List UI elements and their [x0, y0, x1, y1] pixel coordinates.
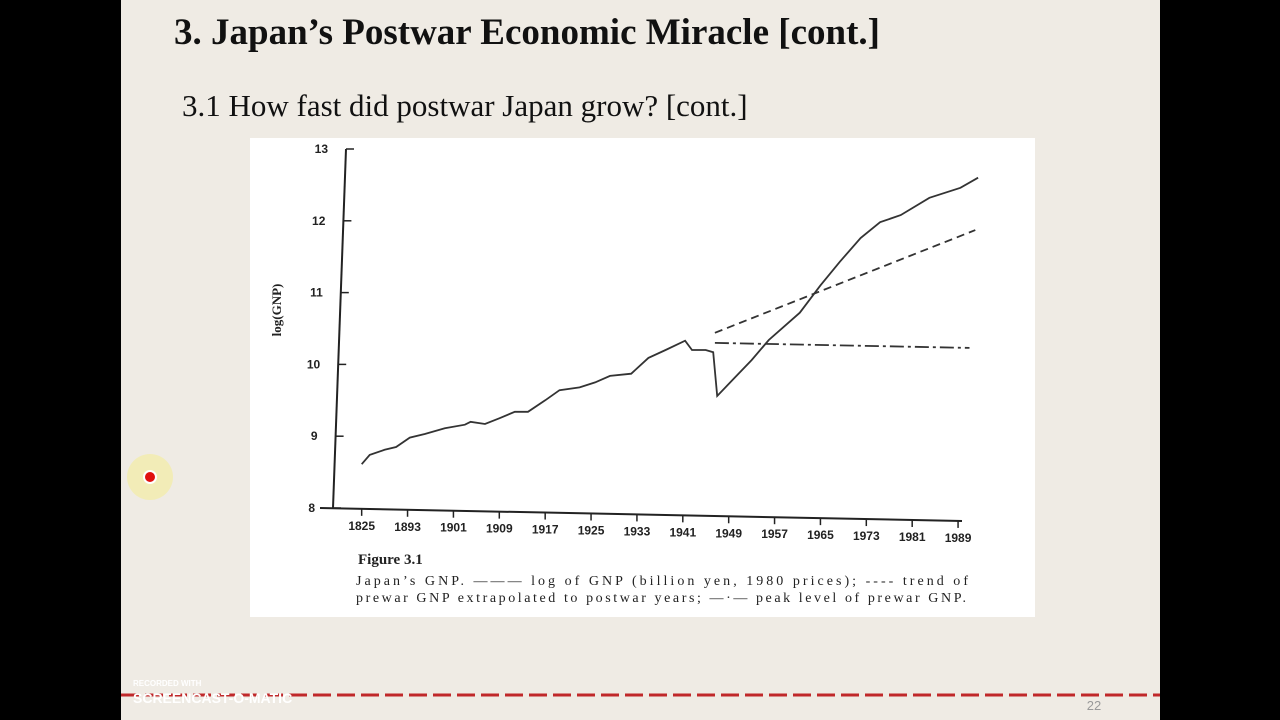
x-axis	[319, 507, 963, 522]
x-tick-label: 1925	[578, 523, 605, 537]
x-tick-label: 1901	[440, 521, 467, 535]
data-line	[714, 342, 970, 349]
watermark: RECORDED WITH	[133, 679, 202, 688]
cursor	[143, 470, 157, 484]
x-tick-label: 1917	[532, 523, 559, 537]
x-tick-label: 1933	[624, 524, 651, 538]
figure-caption-title: Figure 3.1	[358, 552, 423, 568]
data-line	[714, 229, 976, 334]
y-axis	[332, 148, 347, 509]
slide-title: 3. Japan’s Postwar Economic Miracle [con…	[174, 12, 880, 53]
y-tick-label: 8	[308, 501, 315, 515]
x-tick-label: 1981	[899, 530, 926, 544]
x-tick-label: 1909	[486, 522, 513, 536]
y-tick-label: 13	[315, 142, 329, 156]
x-tick-label: 1965	[807, 528, 834, 542]
x-tick-label: 1825	[348, 519, 375, 533]
x-tick-label: 1949	[715, 526, 742, 540]
slide-subtitle: 3.1 How fast did postwar Japan grow? [co…	[182, 88, 748, 123]
figure-image	[250, 138, 1035, 617]
data-line	[361, 176, 979, 465]
page-number: 22	[1087, 698, 1101, 713]
x-tick-label: 1957	[761, 527, 788, 541]
x-tick-label: 1973	[853, 529, 880, 543]
y-tick-label: 12	[312, 214, 326, 228]
x-tick-label: 1893	[394, 520, 421, 534]
y-tick-label: 9	[311, 429, 318, 443]
watermark: SCREENCAST-O-MATIC	[133, 690, 292, 706]
y-axis-label: log(GNP)	[269, 284, 284, 337]
x-tick-label: 1989	[945, 531, 972, 545]
x-tick-label: 1941	[669, 525, 696, 539]
y-tick-label: 11	[310, 286, 323, 300]
figure-caption: prewar GNP extrapolated to postwar years…	[356, 591, 966, 606]
y-tick-label: 10	[307, 357, 321, 371]
